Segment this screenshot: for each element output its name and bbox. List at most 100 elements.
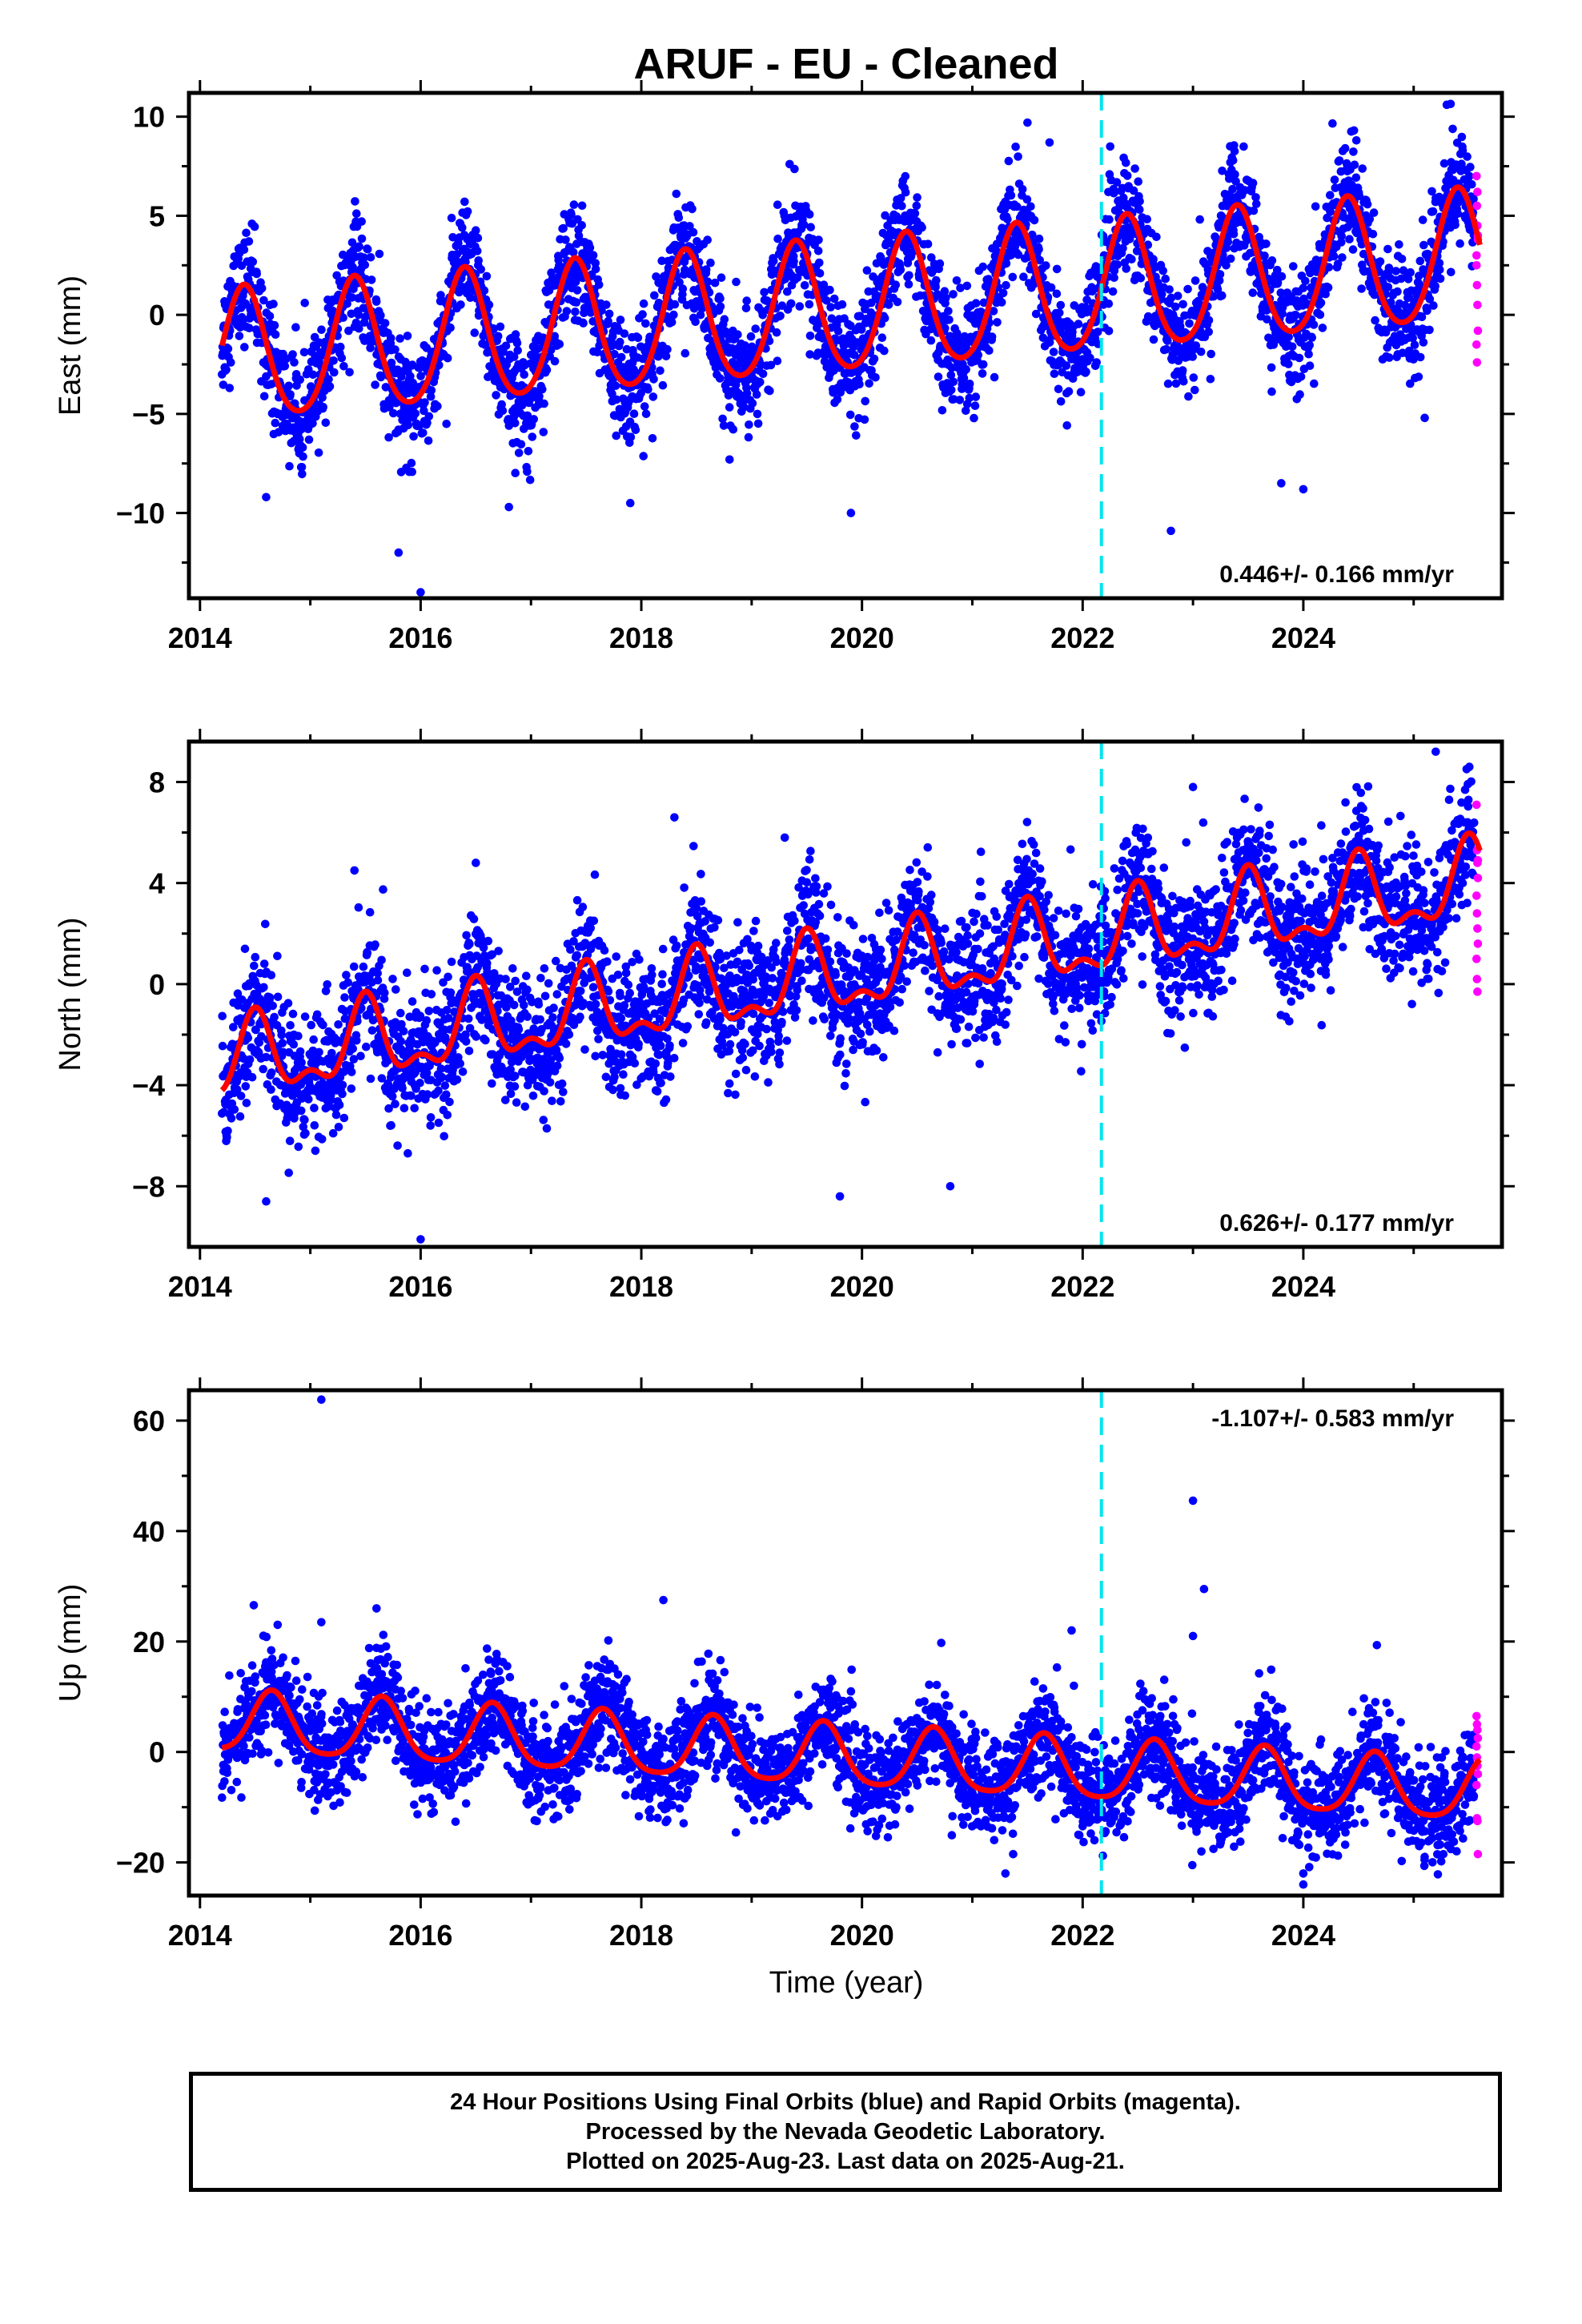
final-orbit-point: [426, 392, 436, 401]
final-orbit-point: [439, 978, 448, 987]
final-orbit-point: [1026, 202, 1035, 211]
final-orbit-point: [648, 434, 657, 443]
final-orbit-point: [261, 919, 270, 929]
final-orbit-point: [1291, 311, 1300, 320]
final-orbit-point: [356, 1051, 365, 1060]
final-orbit-point: [299, 348, 309, 357]
final-orbit-point: [861, 396, 869, 406]
final-orbit-point: [880, 346, 889, 356]
final-orbit-point: [549, 1003, 558, 1012]
final-orbit-point: [729, 424, 738, 434]
final-orbit-point: [536, 1015, 544, 1024]
final-orbit-point: [410, 1104, 419, 1113]
final-orbit-point: [298, 469, 307, 479]
final-orbit-point: [352, 209, 361, 219]
final-orbit-point: [555, 1053, 564, 1063]
final-orbit-point: [1345, 235, 1354, 244]
final-orbit-point: [1248, 179, 1258, 187]
final-orbit-point: [718, 414, 727, 424]
final-orbit-point: [591, 264, 600, 274]
final-orbit-point: [513, 346, 522, 355]
final-orbit-point: [559, 1088, 568, 1096]
final-orbit-point: [629, 409, 639, 418]
final-orbit-point: [978, 360, 988, 369]
final-orbit-point: [347, 309, 356, 319]
final-orbit-point: [472, 226, 480, 235]
outlier-point: [846, 509, 856, 517]
final-orbit-point: [956, 283, 965, 292]
final-orbit-point: [1307, 333, 1316, 342]
final-orbit-point: [483, 959, 492, 967]
final-orbit-point: [300, 1116, 309, 1124]
final-orbit-point: [612, 431, 620, 440]
final-orbit-point: [291, 323, 300, 332]
final-orbit-point: [1163, 379, 1173, 388]
final-orbit-point: [1304, 349, 1313, 359]
final-orbit-point: [398, 1084, 407, 1092]
final-orbit-point: [367, 275, 376, 284]
final-orbit-point: [1215, 219, 1224, 228]
final-orbit-point: [1152, 232, 1161, 242]
final-orbit-point: [297, 463, 307, 472]
final-orbit-point: [1415, 352, 1425, 362]
final-orbit-point: [470, 328, 480, 337]
final-orbit-point: [1309, 320, 1319, 329]
final-orbit-point: [978, 262, 988, 271]
final-orbit-point: [965, 380, 974, 388]
final-orbit-point: [594, 280, 604, 289]
final-orbit-point: [528, 1092, 538, 1100]
final-orbit-point: [556, 1097, 565, 1106]
final-orbit-point: [1213, 285, 1223, 294]
final-orbit-point: [509, 352, 519, 361]
final-orbit-point: [935, 259, 945, 268]
final-orbit-point: [751, 324, 760, 333]
final-orbit-point: [342, 971, 351, 979]
final-orbit-point: [465, 1023, 475, 1033]
final-orbit-point: [424, 412, 434, 421]
final-orbit-point: [229, 1023, 238, 1031]
final-orbit-point: [959, 373, 969, 383]
final-orbit-point: [577, 221, 586, 230]
final-orbit-point: [389, 408, 398, 418]
final-orbit-point: [493, 332, 503, 341]
final-orbit-point: [1218, 167, 1227, 175]
final-orbit-point: [407, 458, 416, 468]
final-orbit-point: [251, 952, 260, 962]
rapid-orbit-point: [1472, 251, 1481, 260]
final-orbit-point: [663, 344, 672, 354]
final-orbit-point: [815, 269, 825, 278]
final-orbit-point: [641, 409, 651, 419]
final-orbit-point: [1458, 146, 1468, 155]
final-orbit-point: [298, 443, 307, 452]
final-orbit-point: [442, 1090, 451, 1100]
x-tick-label: 2014: [168, 621, 232, 654]
final-orbit-point: [815, 258, 824, 267]
final-orbit-point: [268, 1001, 278, 1011]
final-orbit-point: [1321, 289, 1330, 299]
final-orbit-point: [745, 420, 753, 429]
final-orbit-point: [440, 1081, 450, 1090]
final-orbit-point: [814, 235, 823, 244]
final-orbit-point: [315, 1047, 323, 1057]
final-orbit-point: [447, 999, 456, 1007]
y-axis-label: East (mm): [54, 275, 87, 416]
final-orbit-point: [855, 380, 864, 389]
final-orbit-point: [301, 1128, 310, 1138]
final-orbit-point: [283, 999, 293, 1007]
final-orbit-point: [1337, 238, 1346, 247]
final-orbit-point: [557, 1079, 567, 1088]
rapid-orbit-point: [1472, 358, 1482, 367]
final-orbit-point: [1289, 262, 1298, 271]
final-orbit-point: [616, 316, 625, 324]
final-orbit-point: [534, 999, 544, 1009]
final-orbit-point: [1415, 256, 1425, 266]
final-orbit-point: [1230, 147, 1239, 156]
final-orbit-point: [354, 903, 363, 912]
final-orbit-point: [1074, 320, 1083, 328]
final-orbit-point: [323, 1037, 332, 1046]
final-orbit-point: [423, 1090, 432, 1099]
final-orbit-point: [507, 1016, 516, 1025]
final-orbit-point: [422, 1015, 432, 1025]
final-orbit-point: [989, 307, 998, 316]
final-orbit-point: [573, 215, 582, 224]
